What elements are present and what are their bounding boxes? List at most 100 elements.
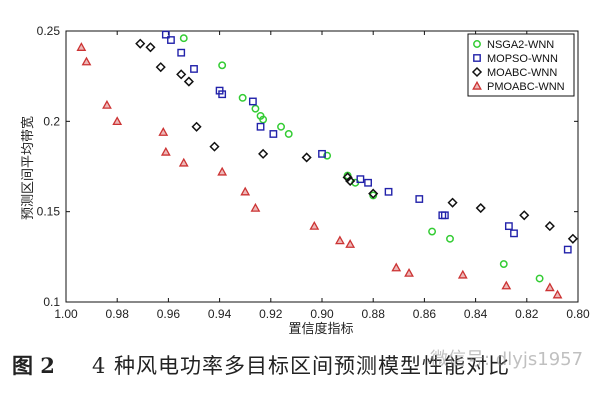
data-point — [179, 34, 188, 43]
data-point — [356, 175, 365, 184]
legend-marker — [473, 40, 481, 48]
figure-caption: 图 2 4 种风电功率多目标区间预测模型性能对比 — [0, 346, 616, 386]
figure-title: 4 种风电功率多目标区间预测模型性能对比 — [92, 354, 511, 378]
series-square — [161, 30, 572, 254]
figure-label: 图 2 — [12, 353, 55, 378]
data-point — [217, 166, 228, 176]
data-point — [161, 30, 170, 39]
data-point — [499, 260, 508, 269]
data-point — [259, 115, 268, 124]
data-point — [135, 38, 146, 49]
data-point — [250, 202, 261, 212]
x-tick-label: 0.88 — [362, 307, 386, 321]
data-point — [335, 235, 345, 245]
data-point — [544, 221, 555, 232]
legend-label: MOPSO-WNN — [487, 53, 558, 65]
data-point — [158, 127, 169, 136]
data-point — [238, 93, 247, 102]
x-tick-label: 0.80 — [566, 307, 590, 321]
x-tick-label: 0.98 — [106, 307, 130, 321]
data-point — [284, 130, 293, 138]
data-point — [510, 229, 518, 238]
data-point — [191, 121, 202, 132]
data-point — [301, 152, 312, 163]
legend: NSGA2-WNN MOPSO-WNN MOABC-WNN PMOABC-WNN — [467, 33, 575, 97]
data-point — [160, 146, 171, 156]
data-point — [76, 42, 87, 51]
data-point — [183, 76, 194, 87]
x-tick-label: 0.96 — [157, 307, 181, 321]
data-point — [567, 233, 578, 244]
data-point — [504, 222, 513, 231]
data-point — [391, 262, 402, 272]
watermark-text: 微信号: dlyjs1957 — [430, 349, 584, 370]
data-point — [345, 175, 356, 187]
y-tick-label: 0.15 — [37, 205, 61, 219]
data-point — [428, 227, 437, 236]
data-point — [475, 202, 486, 214]
data-point — [368, 188, 379, 199]
data-point — [258, 148, 269, 159]
y-tick-label: 0.2 — [43, 114, 60, 128]
data-point — [440, 211, 449, 220]
data-point — [404, 267, 414, 277]
data-point — [501, 280, 512, 290]
data-point — [364, 178, 372, 187]
data-point — [155, 62, 166, 73]
data-point — [178, 157, 189, 167]
data-point — [277, 122, 285, 131]
data-point — [240, 186, 251, 196]
data-point — [446, 234, 454, 243]
y-tick-label: 0.25 — [37, 24, 61, 38]
data-point — [218, 90, 227, 99]
data-point — [112, 116, 123, 126]
data-point — [447, 197, 458, 208]
x-tick-label: 0.82 — [515, 307, 539, 321]
data-point — [248, 97, 257, 106]
data-point — [544, 282, 555, 292]
legend-label: NSGA2-WNN — [487, 39, 554, 51]
data-point — [251, 104, 260, 113]
x-tick-label: 1.00 — [54, 307, 78, 321]
series-triangle — [76, 42, 563, 299]
data-point — [535, 274, 544, 283]
data-point — [269, 130, 278, 138]
data-point — [384, 187, 393, 196]
x-tick-label: 0.86 — [413, 307, 437, 321]
legend-box — [467, 33, 575, 97]
x-tick-label: 0.92 — [259, 307, 283, 321]
data-point — [256, 122, 265, 131]
data-point — [318, 149, 326, 158]
x-tick-label: 0.90 — [310, 307, 334, 321]
data-point — [81, 56, 92, 66]
data-marks — [76, 30, 578, 299]
data-point — [519, 210, 530, 221]
data-point — [102, 99, 112, 109]
y-axis-label: 预测区间平均带宽 — [20, 116, 36, 220]
legend-marker — [471, 66, 483, 78]
data-point — [190, 65, 198, 73]
legend-label: MOABC-WNN — [487, 67, 557, 79]
data-point — [415, 195, 424, 203]
x-tick-label: 0.84 — [464, 307, 488, 321]
data-point — [563, 245, 572, 254]
y-tick-label: 0.1 — [43, 295, 60, 309]
legend-marker — [473, 54, 481, 62]
legend-marker — [472, 80, 482, 90]
data-point — [176, 69, 187, 80]
legend-label: PMOABC-WNN — [487, 81, 565, 93]
x-axis-label: 置信度指标 — [288, 321, 353, 337]
data-point — [218, 61, 227, 70]
axis-ticks: 1.00 0.98 0.96 0.94 0.92 0.90 0.88 0.86 0.84 0.82… — [37, 24, 590, 321]
scatter-chart: 1.00 0.98 0.96 0.94 0.92 0.90 0.88 0.86 0.84 0.82… — [20, 24, 590, 337]
data-point — [167, 36, 175, 44]
data-point — [323, 151, 332, 160]
data-point — [457, 269, 468, 279]
data-point — [552, 289, 563, 299]
series-diamond — [135, 38, 578, 244]
data-point — [209, 141, 220, 152]
data-point — [309, 220, 320, 230]
data-point — [345, 239, 356, 248]
data-point — [177, 48, 186, 57]
